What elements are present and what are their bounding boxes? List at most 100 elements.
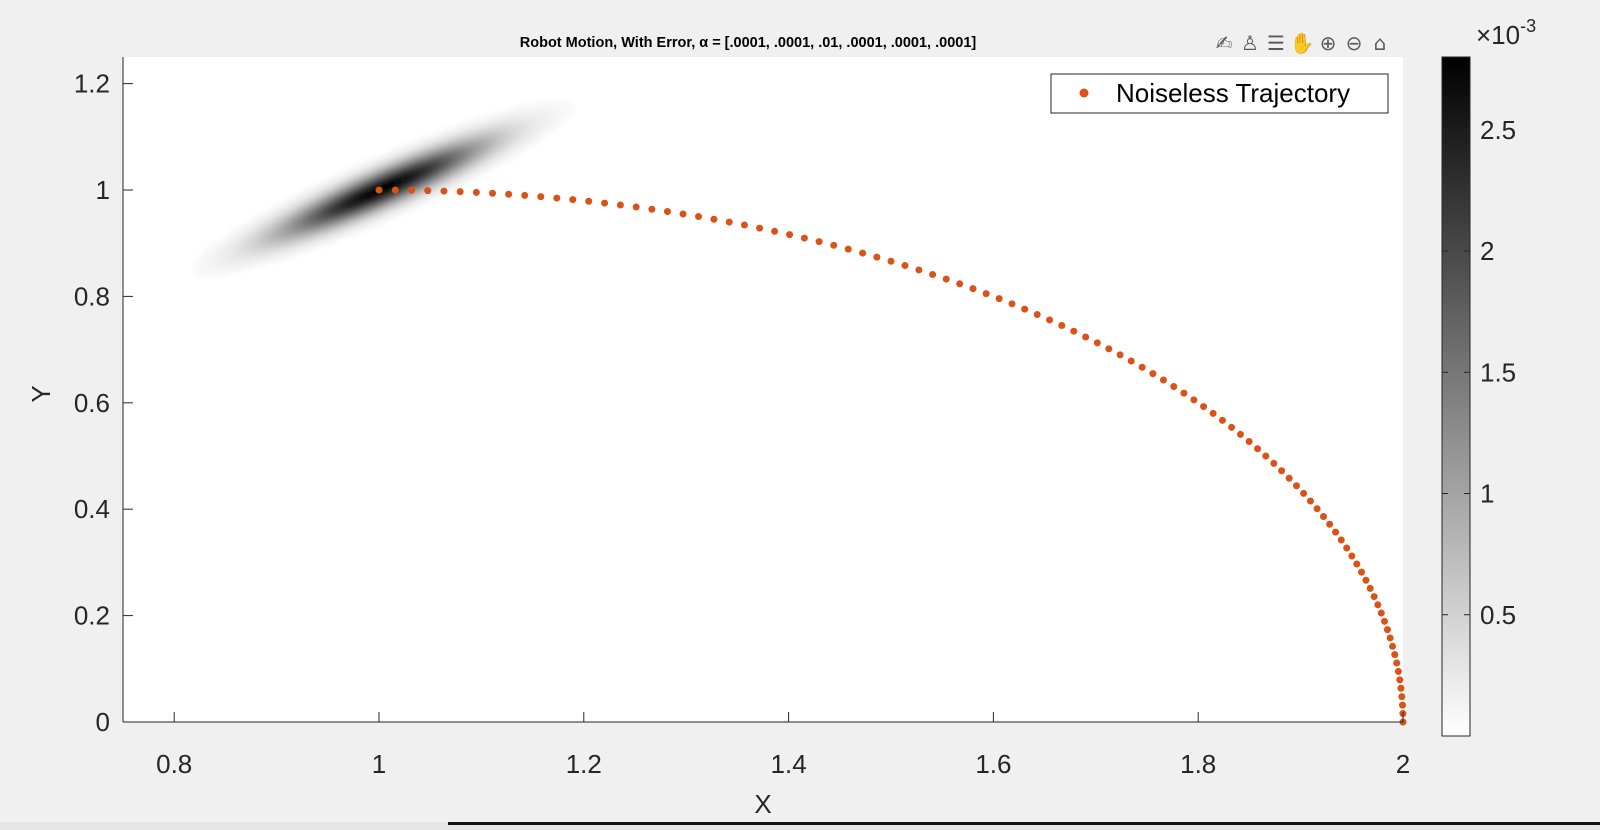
density-cell xyxy=(340,183,347,188)
density-cell xyxy=(432,138,439,143)
x-tick-label: 1.6 xyxy=(975,749,1011,779)
colorbar[interactable]: 0.5 1 1.5 2 2.5 ×10-3 xyxy=(1441,16,1536,737)
home-icon[interactable]: ⌂ xyxy=(1374,31,1387,55)
trajectory-point xyxy=(1343,544,1351,552)
density-cell xyxy=(530,107,538,111)
density-cell xyxy=(481,170,489,175)
density-cell xyxy=(266,225,274,229)
density-cell xyxy=(432,177,439,182)
density-cell xyxy=(340,212,347,217)
density-cell xyxy=(395,170,403,175)
density-cell xyxy=(481,135,489,140)
density-cell xyxy=(419,196,427,201)
legend-toggle-icon[interactable]: ☰ xyxy=(1267,31,1285,55)
density-cell xyxy=(198,263,206,268)
density-cell xyxy=(481,119,489,124)
trajectory-point xyxy=(815,238,823,246)
density-cell xyxy=(309,205,317,210)
density-cell xyxy=(444,174,452,178)
density-cell xyxy=(321,241,329,245)
density-cell xyxy=(241,247,249,252)
density-cell xyxy=(370,215,378,220)
density-cell xyxy=(266,257,274,261)
density-cell xyxy=(487,135,495,140)
density-cell xyxy=(333,199,341,204)
density-cell xyxy=(413,183,421,188)
density-cell xyxy=(475,148,482,153)
density-cell xyxy=(561,110,569,114)
density-cell xyxy=(370,186,378,191)
density-cell xyxy=(444,170,452,175)
density-cell xyxy=(346,215,353,220)
legend-marker xyxy=(1079,88,1089,98)
density-cell xyxy=(438,151,446,156)
zoom-out-icon[interactable]: ⊖ xyxy=(1346,31,1363,55)
density-cell xyxy=(340,199,347,204)
colorbar-tick-label: 1 xyxy=(1480,479,1494,509)
legend[interactable]: Noiseless Trajectory xyxy=(1050,73,1389,114)
density-cell xyxy=(438,148,446,153)
density-cell xyxy=(487,126,495,130)
density-cell xyxy=(278,231,286,236)
density-cell xyxy=(456,129,464,134)
density-cell xyxy=(309,225,317,229)
density-cell xyxy=(499,135,507,140)
density-cell xyxy=(340,205,347,210)
density-cell xyxy=(315,190,323,194)
trajectory-point xyxy=(1358,568,1366,576)
density-cell xyxy=(536,129,544,134)
brush-icon[interactable]: ✍ xyxy=(1216,31,1233,55)
plot-area[interactable] xyxy=(123,57,1403,722)
density-cell xyxy=(254,250,261,255)
density-cell xyxy=(505,119,513,124)
density-cell xyxy=(309,202,317,207)
density-cell xyxy=(407,196,415,201)
density-cell xyxy=(346,196,353,201)
density-cell xyxy=(290,202,298,207)
density-cell xyxy=(340,228,347,233)
density-cell xyxy=(530,135,538,140)
density-cell xyxy=(315,244,323,249)
density-cell xyxy=(241,237,249,242)
density-cell xyxy=(211,266,218,271)
density-cell xyxy=(297,250,304,255)
probability-density-heatmap xyxy=(192,100,575,277)
density-cell xyxy=(395,190,403,194)
data-tips-icon[interactable]: ♙ xyxy=(1241,31,1259,55)
density-cell xyxy=(481,145,489,150)
density-cell xyxy=(419,180,427,185)
density-cell xyxy=(198,266,206,271)
density-cell xyxy=(358,212,366,217)
density-cell xyxy=(333,225,341,229)
density-cell xyxy=(407,183,415,188)
density-cell xyxy=(444,138,452,143)
density-cell xyxy=(450,148,458,153)
density-cell xyxy=(284,199,292,204)
density-cell xyxy=(247,247,255,252)
density-cell xyxy=(309,228,317,233)
density-cell xyxy=(340,186,347,191)
pan-icon[interactable]: ✋ xyxy=(1290,31,1315,55)
density-cell xyxy=(352,209,360,213)
density-cell xyxy=(389,180,396,185)
density-cell xyxy=(327,202,335,207)
density-cell xyxy=(370,221,378,226)
density-cell xyxy=(340,209,347,213)
legend-box xyxy=(1050,73,1389,114)
density-cell xyxy=(278,202,286,207)
density-cell xyxy=(389,199,396,204)
density-cell xyxy=(444,161,452,166)
density-cell xyxy=(364,218,372,223)
zoom-in-icon[interactable]: ⊕ xyxy=(1320,31,1337,55)
density-cell xyxy=(254,263,261,268)
density-cell xyxy=(303,231,310,236)
density-cell xyxy=(290,193,298,197)
density-cell xyxy=(524,145,532,150)
density-cell xyxy=(333,218,341,223)
density-cell xyxy=(333,231,341,236)
trajectory-point xyxy=(1262,452,1270,460)
trajectory-point xyxy=(1396,676,1404,684)
density-cell xyxy=(444,183,452,188)
density-cell xyxy=(493,161,501,166)
density-cell xyxy=(536,135,544,140)
